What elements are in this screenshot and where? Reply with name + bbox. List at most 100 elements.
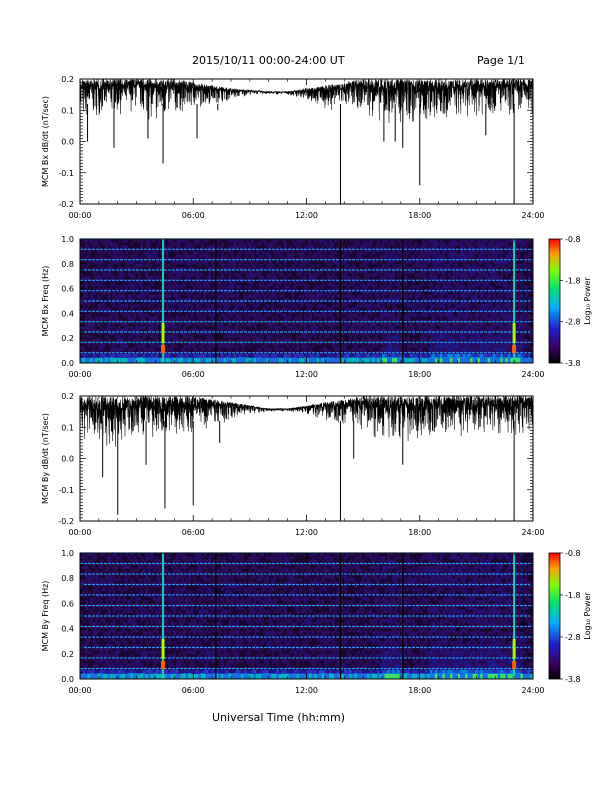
spectrogram-cell [238,353,242,358]
spectrogram-cell [376,341,380,345]
spectrogram-cell [135,332,139,336]
spectrogram-cell [215,297,219,302]
spectrogram-cell [404,276,408,280]
spectrogram-cell [168,347,171,351]
spectrogram-cell [306,316,310,320]
spectrogram-cell [152,294,156,299]
spectrogram-cell [173,279,176,283]
spectrogram-cell [462,260,466,265]
spectrogram-cell [102,353,106,358]
spectrogram-cell [460,273,463,277]
spectrogram-cell [165,245,169,249]
spectrogram-cell [409,260,413,265]
panel-bx-dbdt: -0.2-0.10.00.10.200:00 06:00 12:00 18:00 24:… [41,75,545,220]
spectrogram-cell [334,288,337,292]
spectrogram-cell [268,335,272,339]
spectrogram-cell [344,273,348,277]
spectrogram-cell [467,325,471,330]
spectrogram-cell [482,347,486,351]
spectrogram-cell [324,297,327,302]
spectrogram-cell [178,301,181,305]
spectrogram-cell [203,353,207,358]
spectrogram-cell [449,254,453,258]
low-frequency-band [487,358,491,363]
spectrogram-cell [251,245,254,249]
spectrogram-cell [366,341,370,345]
spectrogram-cell [402,245,405,249]
spectrogram-cell [203,347,207,351]
spectrogram-cell [218,285,222,289]
spectrogram-cell [130,294,134,299]
spectrogram-cell [97,273,101,277]
spectrogram-cell [439,353,443,358]
spectrogram-cell [253,353,257,358]
spectrogram-cell [190,260,194,265]
spectrogram-cell [220,328,224,333]
spectrogram-cell [422,248,426,252]
spectrogram-cell [97,347,101,351]
spectrogram-cell [248,251,252,255]
spectrogram-cell [407,313,410,317]
spectrogram-cell [168,273,171,277]
spectrogram-cell [482,266,486,271]
spectrogram-cell [223,313,227,317]
spectrogram-cell [223,341,227,345]
spectrogram-cell [233,307,237,311]
spectrogram-cell [397,335,400,339]
spectrogram-cell [329,353,332,358]
spectrogram-cell [215,353,219,358]
spectrogram-cell [311,297,315,302]
spectrogram-cell [127,316,131,320]
spectrogram-cell [266,263,270,268]
spectrogram-cell [336,239,340,243]
spectrogram-cell [298,310,302,314]
spectrogram-cell [485,353,488,358]
spectrogram-cell [505,322,509,327]
spectrogram-cell [248,335,252,339]
spectrogram-cell [495,322,499,327]
spectrogram-cell [314,242,317,246]
spectrogram-cell [429,285,433,289]
spectrogram-cell [349,276,353,280]
spectrogram-cell [208,279,212,283]
spectrogram-cell [429,313,433,317]
spectrogram-cell [374,294,378,299]
spectrogram-cell [311,294,315,299]
spectrogram-cell [251,239,254,243]
spectrogram-cell [155,328,159,333]
spectrogram-cell [454,294,458,299]
spectrogram-cell [112,254,116,258]
spectrogram-cell [205,310,209,314]
spectrogram-cell [241,341,244,345]
spectrogram-cell [382,319,385,323]
spectrogram-cell [429,310,433,314]
spectrogram-cell [261,307,265,311]
spectrogram-cell [193,242,197,246]
spectrogram-cell [349,307,353,311]
spectrogram-cell [359,279,363,283]
spectrogram-cell [392,325,395,330]
spectrogram-cell [97,288,101,292]
spectrogram-cell [80,313,83,317]
spectrogram-cell [147,248,151,252]
spectrogram-cell [125,248,129,252]
spectrogram-cell [477,310,481,314]
spectrogram-cell [412,245,416,249]
spectrogram-cell [231,248,234,252]
spectrogram-cell [369,297,373,302]
spectrogram-cell [258,282,262,286]
spectrogram-cell [248,322,252,327]
spectrogram-cell [225,310,229,314]
spectrogram-cell [374,328,378,333]
spectrogram-cell [465,291,468,296]
spectrogram-cell [414,344,418,348]
spectrogram-cell [510,282,514,286]
spectrogram-cell [145,285,149,289]
spectrogram-cell [346,285,350,289]
spectrogram-cell [155,332,159,336]
spectrogram-cell [422,263,426,268]
spectrogram-cell [268,276,272,280]
spectrogram-cell [168,282,171,286]
spectrogram-cell [449,319,453,323]
spectrogram-cell [263,239,267,243]
